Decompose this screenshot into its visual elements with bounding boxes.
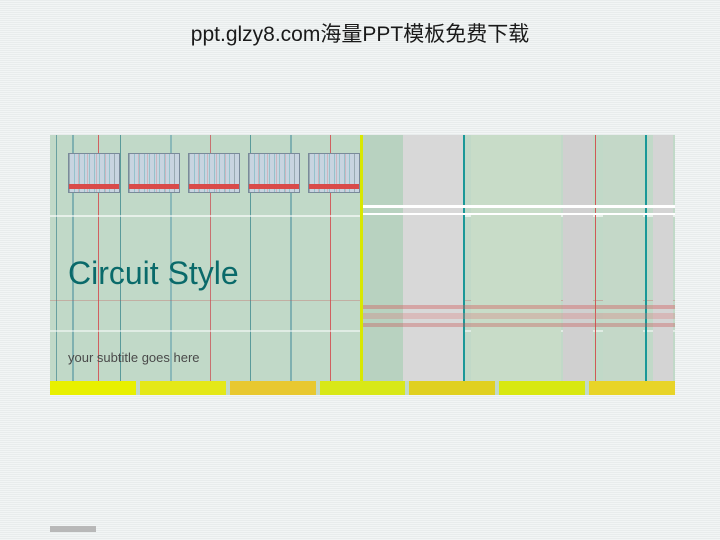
accent-segment <box>230 381 316 395</box>
right-column <box>463 135 465 381</box>
right-column <box>595 135 596 381</box>
right-column <box>363 135 403 381</box>
thumbnail <box>188 153 240 193</box>
right-circuit-panel <box>363 135 675 381</box>
right-column <box>603 135 643 381</box>
thumbnail <box>68 153 120 193</box>
right-hline <box>363 323 675 327</box>
accent-segment <box>589 381 675 395</box>
thumbnail-row <box>68 153 360 193</box>
accent-bar <box>50 381 675 395</box>
right-column <box>471 135 561 381</box>
right-column <box>403 135 463 381</box>
slide-title: Circuit Style <box>68 255 239 292</box>
accent-segment <box>409 381 495 395</box>
slide-panel: Circuit Style your subtitle goes here <box>50 135 675 395</box>
right-hline <box>363 313 675 319</box>
right-column <box>563 135 593 381</box>
right-hline <box>363 213 675 215</box>
footer-mark <box>50 526 96 532</box>
right-hline <box>363 305 675 309</box>
accent-segment <box>50 381 136 395</box>
thumbnail <box>248 153 300 193</box>
right-column <box>653 135 673 381</box>
accent-segment <box>140 381 226 395</box>
accent-segment <box>320 381 406 395</box>
right-column <box>645 135 647 381</box>
circuit-vline <box>56 135 57 395</box>
thumbnail <box>308 153 360 193</box>
thumbnail <box>128 153 180 193</box>
right-hline <box>363 205 675 208</box>
accent-segment <box>499 381 585 395</box>
header-text: ppt.glzy8.com海量PPT模板免费下载 <box>0 18 720 48</box>
slide-subtitle: your subtitle goes here <box>68 350 200 365</box>
